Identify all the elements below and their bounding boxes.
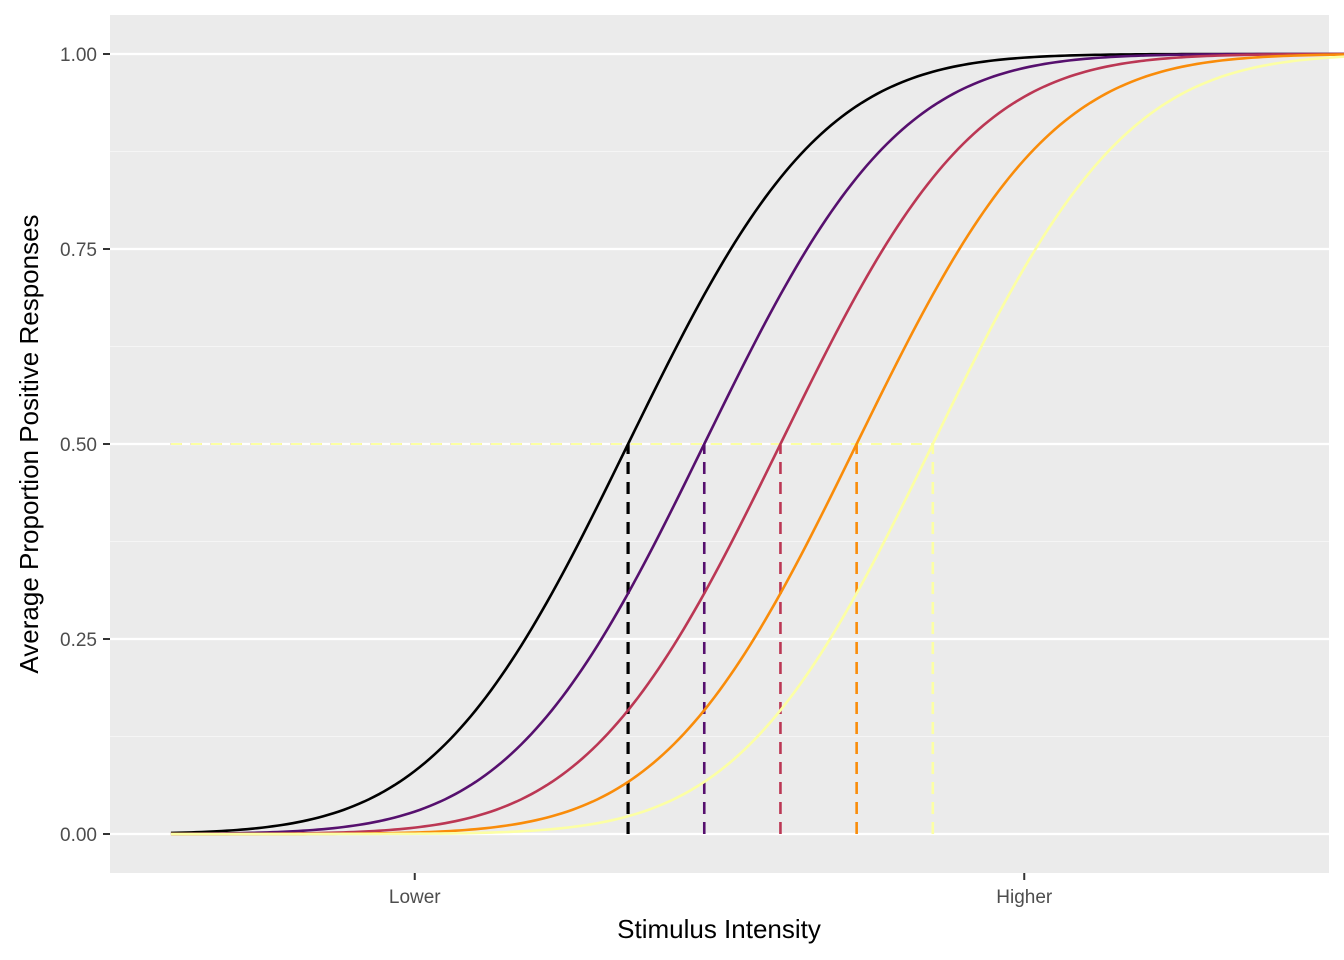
y-axis-title: Average Proportion Positive Responses xyxy=(14,214,44,673)
x-axis-ticks: Lower Higher xyxy=(389,873,1053,908)
psychometric-curve xyxy=(170,52,1344,836)
psychometric-curve xyxy=(170,55,1344,836)
curves xyxy=(170,52,1344,836)
x-axis-title: Stimulus Intensity xyxy=(617,914,821,944)
y-axis-ticks: 0.00 0.25 0.50 0.75 1.00 xyxy=(60,45,110,846)
x-tick-label: Higher xyxy=(996,887,1053,908)
y-tick-label: 1.00 xyxy=(60,45,97,66)
y-tick-label: 0.25 xyxy=(60,630,97,651)
y-tick-label: 0.00 xyxy=(60,825,97,846)
y-tick-label: 0.75 xyxy=(60,240,97,261)
psychometric-curve xyxy=(170,52,1344,836)
x-tick-label: Lower xyxy=(389,887,441,908)
minor-gridlines xyxy=(110,150,1329,738)
threshold-lines xyxy=(170,443,935,834)
y-tick-label: 0.50 xyxy=(60,435,97,456)
